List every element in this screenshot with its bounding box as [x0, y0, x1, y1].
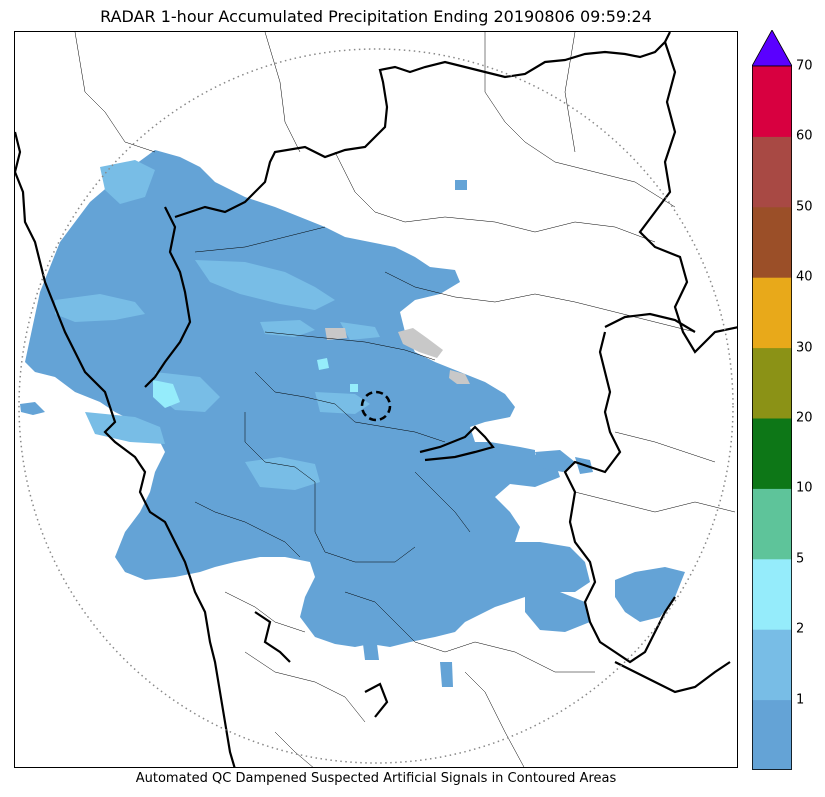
radar-map [14, 31, 738, 768]
colorbar-segment [752, 347, 792, 419]
range-ring [18, 48, 734, 764]
colorbar-outline [752, 65, 792, 770]
colorbar-labels: 1 2 5 10 20 30 40 50 60 70 [796, 0, 825, 797]
colorbar-segment [752, 136, 792, 208]
colorbar-segment [752, 488, 792, 560]
colorbar-tick-label: 40 [796, 269, 813, 285]
chart-caption: Automated QC Dampened Suspected Artifici… [135, 771, 617, 786]
district-borders [74, 32, 736, 767]
colorbar-segment [752, 558, 792, 630]
colorbar-tick-label: 20 [796, 410, 813, 426]
colorbar-tick-label: 5 [796, 551, 805, 567]
chart-title: RADAR 1-hour Accumulated Precipitation E… [100, 7, 652, 26]
colorbar-tick-label: 2 [796, 621, 805, 637]
colorbar-tick-label: 30 [796, 340, 813, 356]
precip-moderate [55, 160, 380, 490]
precip-heavy [153, 358, 358, 408]
colorbar-segment [752, 418, 792, 489]
clutter-areas [325, 328, 470, 384]
colorbar-segment [752, 699, 792, 770]
state-borders [15, 32, 737, 767]
colorbar-segment [752, 206, 792, 278]
colorbar-segment [752, 66, 792, 137]
colorbar-tick-label: 60 [796, 128, 813, 144]
colorbar-tick-label: 10 [796, 480, 813, 496]
colorbar-tick-label: 1 [796, 692, 805, 708]
map-svg [15, 32, 737, 767]
colorbar-tick-label: 50 [796, 199, 813, 215]
colorbar-extend-arrow [752, 30, 792, 67]
colorbar [752, 30, 792, 770]
colorbar-segment [752, 629, 792, 701]
radar-site-marker [360, 390, 392, 422]
colorbar-tick-label: 70 [796, 58, 813, 74]
colorbar-segment [752, 277, 792, 349]
